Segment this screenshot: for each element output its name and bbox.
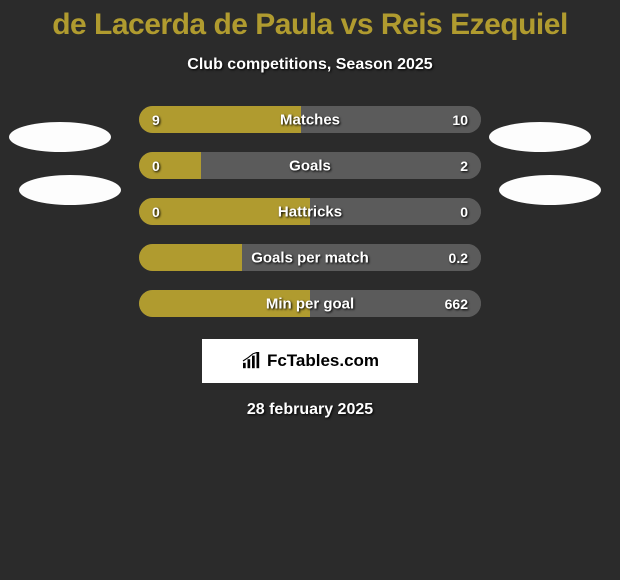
stat-label: Hattricks <box>278 203 342 220</box>
bar-left-fill <box>139 244 242 271</box>
logo-box: FcTables.com <box>202 339 418 383</box>
stat-value-right: 2 <box>460 158 468 174</box>
stat-value-right: 662 <box>445 296 468 312</box>
stat-value-left: 0 <box>152 204 160 220</box>
date-text: 28 february 2025 <box>0 401 620 419</box>
bar-track: Hattricks 0 0 <box>139 198 481 225</box>
bar-right-fill <box>201 152 481 179</box>
stat-row: Matches 9 10 <box>0 106 620 133</box>
stat-value-right: 0 <box>460 204 468 220</box>
stat-row: Goals 0 2 <box>0 152 620 179</box>
stat-value-left: 0 <box>152 158 160 174</box>
bar-left-fill <box>139 152 201 179</box>
stat-row: Min per goal 662 <box>0 290 620 317</box>
bar-track: Goals 0 2 <box>139 152 481 179</box>
stat-row: Goals per match 0.2 <box>0 244 620 271</box>
page-title: de Lacerda de Paula vs Reis Ezequiel <box>0 0 620 42</box>
logo-text: FcTables.com <box>267 351 379 371</box>
stat-row: Hattricks 0 0 <box>0 198 620 225</box>
stat-value-right: 0.2 <box>449 250 468 266</box>
stat-value-right: 10 <box>452 112 468 128</box>
bar-track: Min per goal 662 <box>139 290 481 317</box>
stat-label: Goals <box>289 157 331 174</box>
subtitle: Club competitions, Season 2025 <box>0 56 620 74</box>
bar-track: Goals per match 0.2 <box>139 244 481 271</box>
stat-label: Matches <box>280 111 340 128</box>
stat-label: Goals per match <box>251 249 369 266</box>
barchart-icon <box>241 352 263 370</box>
stat-value-left: 9 <box>152 112 160 128</box>
bar-track: Matches 9 10 <box>139 106 481 133</box>
stat-label: Min per goal <box>266 295 354 312</box>
bar-left-fill <box>139 106 301 133</box>
